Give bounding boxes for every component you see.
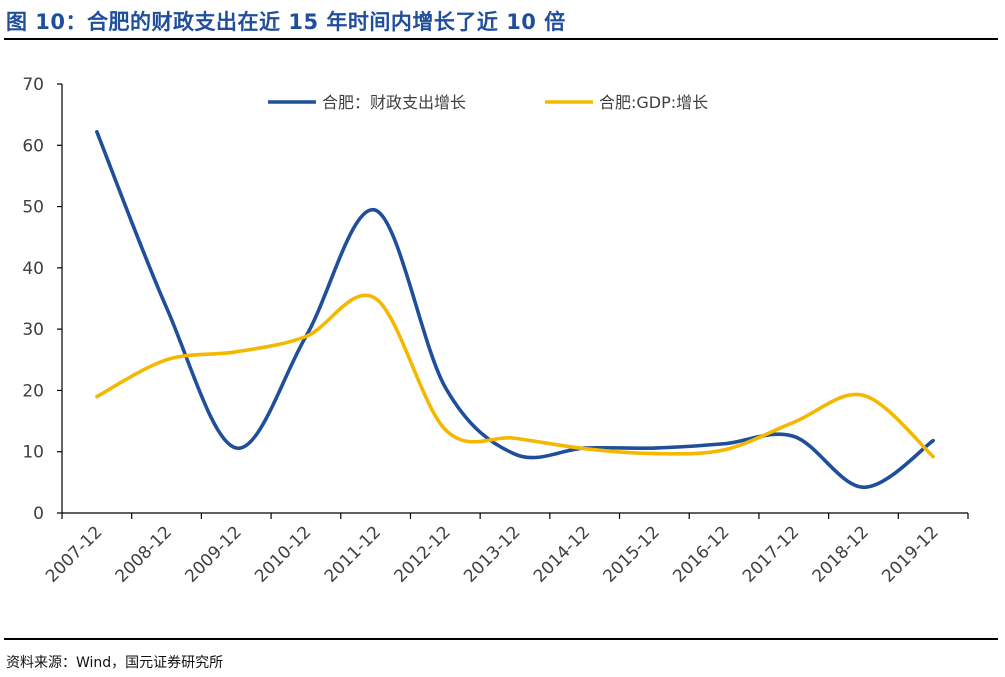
x-tick-label: 2008-12	[112, 522, 176, 586]
series-fiscal-line	[95, 130, 935, 490]
line-chart: 0 10 20 30 40 50 60 70 2007-12 2008-12 2009-12 2010…	[22, 75, 969, 587]
chart-legend: 合肥：财政支出增长 合肥:GDP:增长	[268, 93, 708, 112]
legend-gdp-label: 合肥:GDP:增长	[599, 93, 708, 112]
y-tick-label: 60	[22, 136, 44, 156]
x-tick-label: 2013-12	[460, 522, 524, 586]
x-tick-label: 2015-12	[600, 522, 664, 586]
y-tick-label: 50	[22, 198, 44, 218]
x-tick-label: 2016-12	[669, 522, 733, 586]
x-tick-label: 2007-12	[42, 522, 106, 586]
series-gdp-line	[95, 293, 935, 459]
y-tick-label: 30	[22, 320, 44, 340]
y-tick-label: 10	[22, 443, 44, 463]
y-tick-label: 40	[22, 259, 44, 279]
legend-fiscal-label: 合肥：财政支出增长	[322, 93, 466, 112]
x-tick-label: 2012-12	[390, 522, 454, 586]
source-note: 资料来源：Wind，国元证券研究所	[6, 655, 224, 671]
x-tick-label: 2017-12	[739, 522, 803, 586]
title-rule	[4, 38, 998, 40]
x-tick-label: 2009-12	[181, 522, 245, 586]
y-tick-label: 20	[22, 381, 44, 401]
x-tick-label: 2010-12	[251, 522, 315, 586]
x-tick-label: 2011-12	[321, 522, 385, 586]
y-tick-label: 70	[22, 75, 44, 95]
x-tick-label: 2018-12	[809, 522, 873, 586]
x-tick-label: 2019-12	[878, 522, 942, 586]
chart-axes: 0 10 20 30 40 50 60 70 2007-12 2008-12 2009-12 2010…	[22, 75, 969, 587]
x-tick-label: 2014-12	[530, 522, 594, 586]
y-tick-label: 0	[33, 504, 44, 524]
figure-title: 图 10：合肥的财政支出在近 15 年时间内增长了近 10 倍	[6, 10, 566, 34]
chart-series	[95, 130, 935, 490]
source-rule	[4, 638, 998, 640]
